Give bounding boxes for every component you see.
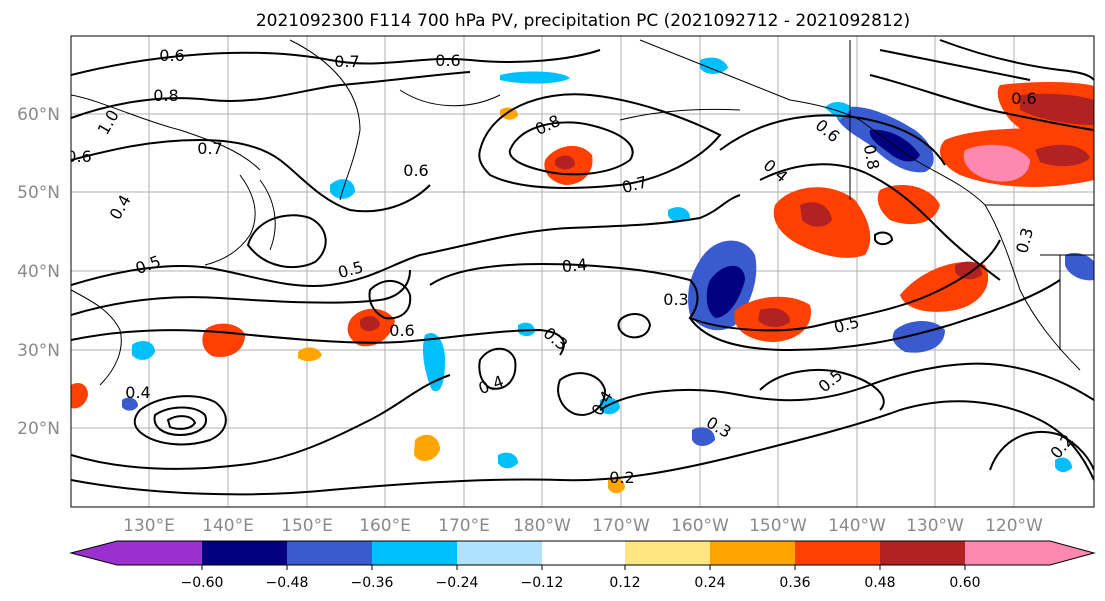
lat-label: 40°N: [17, 262, 60, 282]
colorbar-segment: [710, 541, 795, 565]
contour-label: 0.6: [159, 46, 184, 65]
lon-label: 180°W: [513, 516, 571, 536]
colorbar-tick-label: 0.24: [694, 575, 725, 591]
map-area: 0.6 0.7 0.6 0.8 1.0 0.7 0.6 0.8 0.7 0.6 …: [66, 36, 1094, 507]
figure-title: 2021092300 F114 700 hPa PV, precipitatio…: [256, 11, 910, 31]
contour-label: 0.4: [125, 383, 150, 402]
lon-label: 170°W: [592, 516, 650, 536]
colorbar-min-extend: [71, 541, 117, 565]
colorbar: −0.60 −0.48 −0.36 −0.24 −0.12 0.12 0.24 …: [69, 540, 1096, 591]
lon-label: 160°E: [359, 516, 411, 536]
colorbar-segment: [965, 541, 1050, 565]
lon-label: 130°E: [123, 516, 175, 536]
contour-label: 0.6: [66, 147, 91, 166]
lat-label: 30°N: [17, 341, 60, 361]
colorbar-segment: [880, 541, 965, 565]
longitude-labels: 130°E 140°E 150°E 160°E 170°E 180°W 170°…: [123, 516, 1043, 536]
colorbar-segment: [625, 541, 710, 565]
lon-label: 170°E: [438, 516, 490, 536]
lon-label: 140°W: [828, 516, 886, 536]
colorbar-tick-label: −0.36: [351, 575, 394, 591]
contour-label: 0.6: [435, 51, 460, 70]
colorbar-segment: [795, 541, 880, 565]
contour-label: 0.3: [663, 290, 688, 309]
lon-label: 150°E: [281, 516, 333, 536]
colorbar-segment: [202, 541, 287, 565]
colorbar-tick-label: 0.12: [609, 575, 640, 591]
colorbar-tick-label: 0.48: [864, 575, 895, 591]
colorbar-outline: [69, 540, 1096, 566]
lon-label: 130°W: [906, 516, 964, 536]
colorbar-tick-label: 0.60: [949, 575, 980, 591]
lat-label: 50°N: [17, 183, 60, 203]
contour-label: 0.7: [197, 139, 222, 158]
lon-label: 120°W: [985, 516, 1043, 536]
colorbar-tick-label: −0.12: [521, 575, 564, 591]
colorbar-tick-label: −0.60: [181, 575, 224, 591]
colorbar-tick-label: −0.48: [266, 575, 309, 591]
colorbar-tick-label: 0.36: [779, 575, 810, 591]
colorbar-max-extend: [1050, 541, 1094, 565]
colorbar-segment: [457, 541, 542, 565]
contour-label: 0.8: [153, 86, 178, 105]
contour-label: 0.4: [561, 255, 588, 276]
colorbar-segment: [542, 541, 625, 565]
latitude-labels: 60°N 50°N 40°N 30°N 20°N: [17, 105, 60, 439]
lon-label: 160°W: [671, 516, 729, 536]
colorbar-ticks: [201, 565, 966, 570]
contour-label: 0.2: [609, 468, 634, 487]
colorbar-segment: [287, 541, 372, 565]
colorbar-tick-label: −0.24: [436, 575, 479, 591]
pv-contours: [71, 39, 1094, 496]
colorbar-segment: [372, 541, 457, 565]
lon-label: 140°E: [202, 516, 254, 536]
lon-label: 150°W: [749, 516, 807, 536]
coastlines: [71, 39, 1094, 386]
colorbar-segment: [117, 541, 202, 565]
contour-label: 0.6: [403, 161, 428, 180]
map-frame: [70, 35, 1095, 508]
lat-label: 60°N: [17, 105, 60, 125]
contour-label: 0.6: [1011, 89, 1036, 108]
contour-label: 0.8: [860, 143, 883, 171]
lat-label: 20°N: [17, 419, 60, 439]
contour-label: 0.6: [389, 321, 414, 340]
contour-label: 0.7: [334, 52, 359, 71]
